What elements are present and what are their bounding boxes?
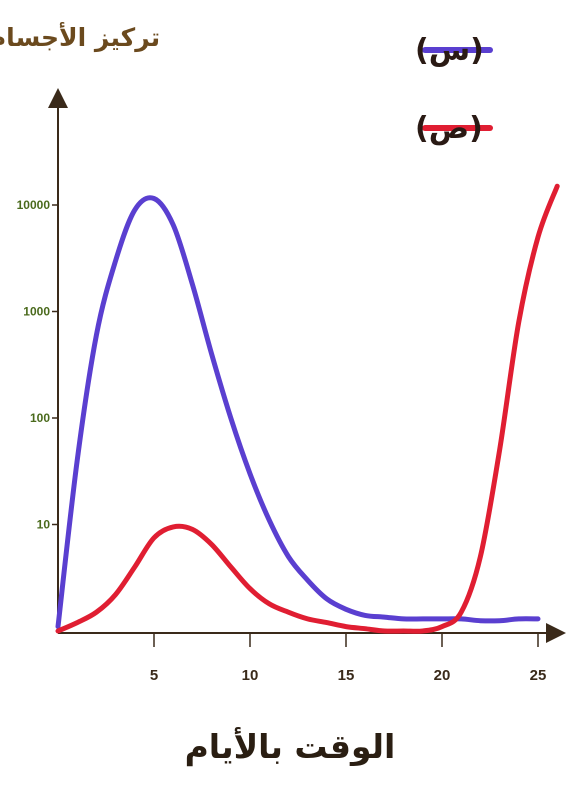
x-axis-label: الوقت بالأيام xyxy=(185,726,396,767)
legend-label-1: (ص) xyxy=(415,111,483,146)
series-line-1 xyxy=(55,183,560,634)
y-tick-label: 100 xyxy=(30,411,50,425)
series-line-0 xyxy=(55,195,541,630)
legend-label-0: (س) xyxy=(415,33,484,68)
y-tick-label: 10000 xyxy=(17,198,51,212)
x-tick-label: 25 xyxy=(530,667,547,684)
y-tick-label: 10 xyxy=(37,518,51,532)
x-tick-label: 20 xyxy=(434,667,451,684)
x-tick-label: 15 xyxy=(338,667,355,684)
x-tick-label: 10 xyxy=(242,667,259,684)
y-tick-label: 1000 xyxy=(23,305,50,319)
x-tick-label: 5 xyxy=(150,667,158,684)
y-axis-label: تركيز الأجسام xyxy=(0,22,160,53)
